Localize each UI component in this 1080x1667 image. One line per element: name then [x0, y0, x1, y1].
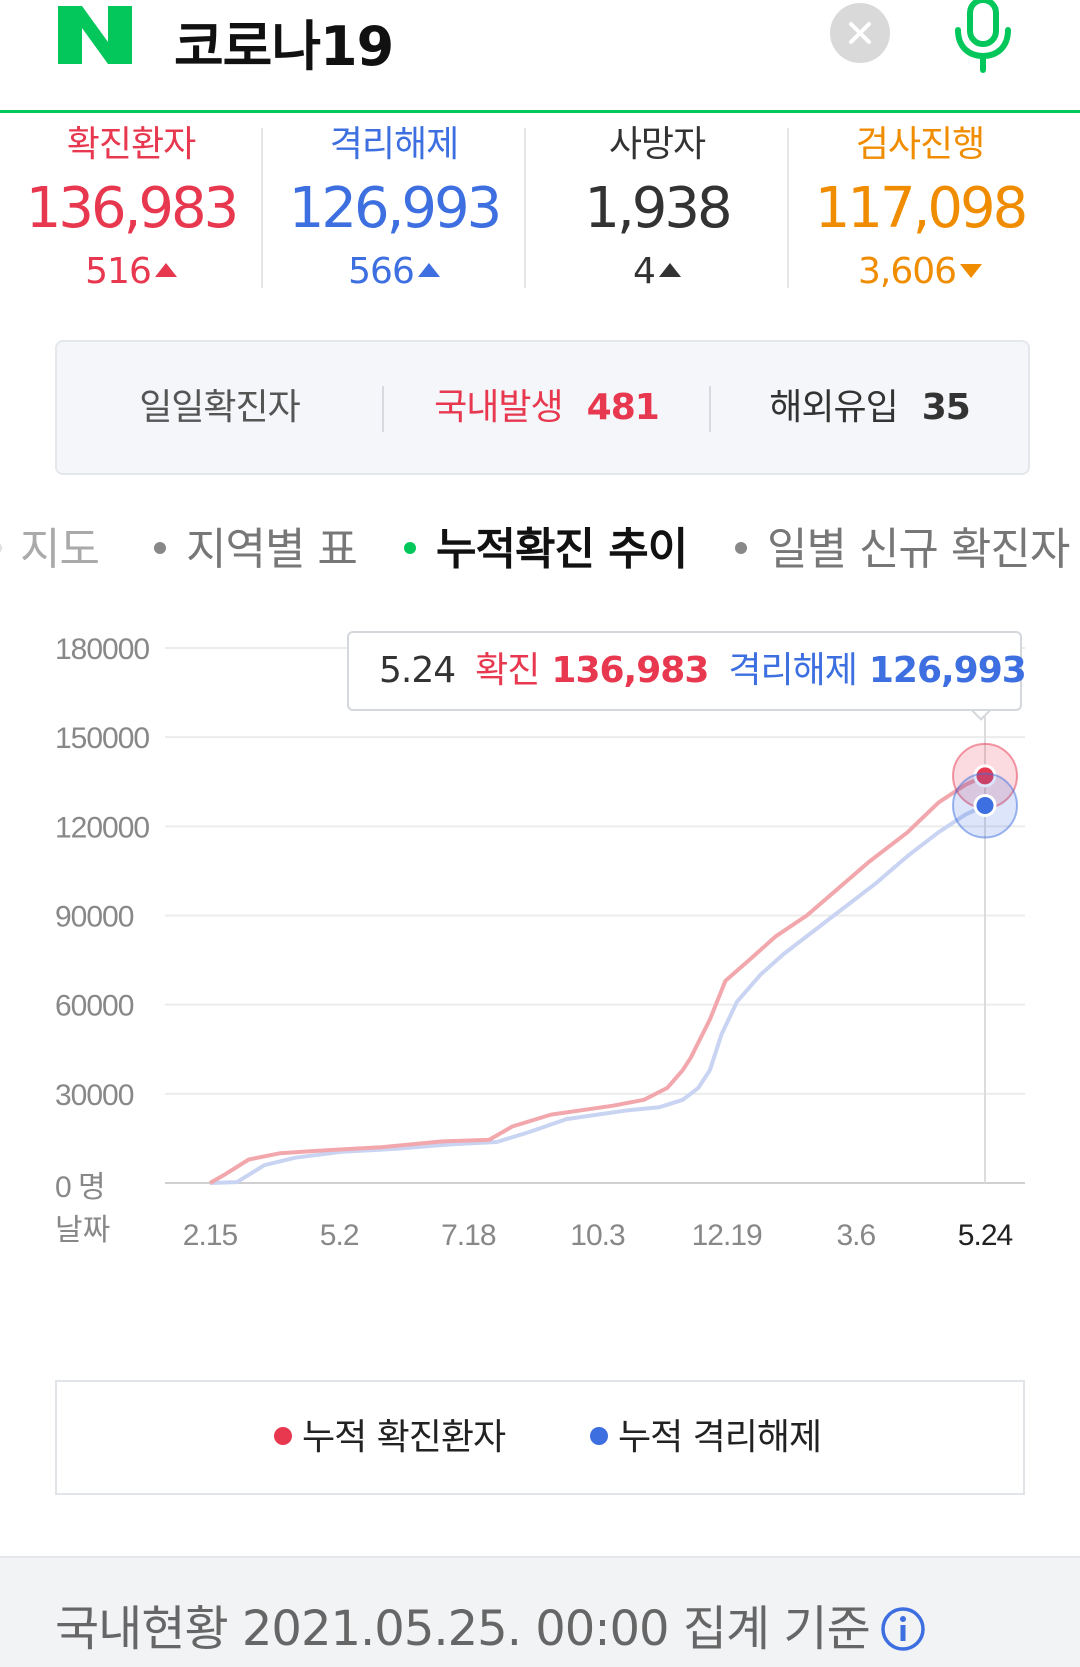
- x-tick-label: 7.18: [441, 1219, 496, 1252]
- chart-tooltip: 5.24 확진 136,983 격리해제 126,993: [347, 631, 1027, 711]
- footer-text: 국내현황 2021.05.25. 00:00 집계 기준: [55, 1601, 871, 1657]
- tab-region-table[interactable]: 지역별 표: [154, 515, 358, 585]
- y-tick-label: 150000: [55, 722, 149, 755]
- triangle-up-icon: [154, 263, 177, 277]
- legend-item-confirmed[interactable]: 누적 확진환자: [274, 1382, 506, 1493]
- released-series-line: [209, 803, 986, 1185]
- divider: [382, 386, 384, 432]
- stat-value: 1,938: [584, 176, 732, 241]
- bullet-icon: [154, 542, 166, 554]
- stat-confirmed[interactable]: 확진환자 136,983 516: [0, 120, 262, 294]
- y-tick-label: 120000: [55, 811, 149, 844]
- stat-label: 검사진행: [855, 124, 985, 165]
- stat-value: 136,983: [25, 176, 240, 241]
- divider: [709, 386, 711, 432]
- y-tick-label: 180000: [55, 633, 149, 666]
- search-query[interactable]: 코로나19: [174, 15, 394, 78]
- y-tick-label: 60000: [55, 990, 134, 1023]
- stat-label: 격리해제: [329, 124, 459, 165]
- stat-change: 516: [0, 250, 262, 294]
- triangle-up-icon: [658, 263, 681, 277]
- x-tick-label: 5.24: [958, 1219, 1013, 1252]
- x-tick-label: 2.15: [183, 1219, 238, 1252]
- blue-dot-icon: [590, 1427, 608, 1445]
- stat-released[interactable]: 격리해제 126,993 566: [263, 120, 525, 294]
- stat-value: 126,993: [288, 176, 503, 241]
- tab-daily-new[interactable]: 일별 신규 확진자: [735, 515, 1070, 585]
- triangle-up-icon: [417, 263, 440, 277]
- info-icon[interactable]: [880, 1606, 926, 1652]
- daily-overseas: 해외유입 35: [769, 387, 971, 428]
- y-tick-label: 0 명: [55, 1171, 105, 1204]
- tooltip-released-label: 격리해제: [728, 650, 857, 691]
- footer-status: 국내현황 2021.05.25. 00:00 집계 기준: [0, 1556, 1080, 1667]
- clear-button[interactable]: [830, 3, 890, 63]
- bullet-icon: [404, 542, 416, 554]
- search-header: 코로나19: [0, 0, 1080, 113]
- stat-change: 4: [526, 250, 788, 294]
- tooltip-date: 5.24: [379, 650, 456, 691]
- chart-svg: 180000 150000 120000 90000 60000 30000 0 명날짜 2.…: [55, 633, 1025, 1252]
- x-tick-label: 10.3: [570, 1219, 625, 1252]
- bullet-icon: [735, 542, 747, 554]
- daily-label: 일일확진자: [139, 387, 301, 428]
- divider: [261, 128, 263, 288]
- daily-domestic: 국내발생 481: [434, 387, 660, 428]
- stat-label: 사망자: [608, 124, 706, 165]
- tab-cumulative-trend[interactable]: 누적확진 추이: [404, 515, 688, 585]
- y-tick-label: 30000: [55, 1079, 134, 1112]
- chart-tabs: 지도 지역별 표 누적확진 추이 일별 신규 확진자: [0, 515, 1080, 585]
- y-tick-label: 90000: [55, 901, 134, 934]
- tooltip-confirmed-value: 136,983: [551, 650, 709, 691]
- close-icon: [849, 22, 871, 44]
- stat-change: 566: [263, 250, 525, 294]
- stats-summary: 확진환자 136,983 516 격리해제 126,993 566 사망자 1,…: [0, 120, 1080, 292]
- stat-label: 확진환자: [66, 124, 196, 165]
- x-tick-label: 12.19: [692, 1219, 762, 1252]
- bullet-icon: [0, 542, 2, 554]
- tooltip-confirmed-label: 확진: [475, 650, 540, 691]
- red-dot-icon: [274, 1427, 292, 1445]
- x-tick-label: 5.2: [320, 1219, 359, 1252]
- stat-deaths[interactable]: 사망자 1,938 4: [526, 120, 788, 294]
- daily-confirmed-box: 일일확진자 국내발생 481 해외유입 35: [55, 340, 1030, 475]
- stat-testing[interactable]: 검사진행 117,098 3,606: [789, 120, 1051, 294]
- x-axis-label: 날짜: [55, 1214, 110, 1247]
- legend-item-released[interactable]: 누적 격리해제: [590, 1382, 822, 1493]
- chart-legend: 누적 확진환자 누적 격리해제: [55, 1380, 1025, 1495]
- divider: [524, 128, 526, 288]
- stat-value: 117,098: [814, 176, 1029, 241]
- microphone-icon[interactable]: [944, 0, 1022, 76]
- confirmed-series-line: [209, 774, 986, 1185]
- released-marker-point: [973, 794, 997, 818]
- naver-logo[interactable]: [58, 6, 132, 64]
- tooltip-released-value: 126,993: [868, 650, 1027, 691]
- x-tick-label: 3.6: [836, 1219, 875, 1252]
- tab-map[interactable]: 지도: [0, 515, 100, 585]
- triangle-down-icon: [960, 264, 983, 278]
- stat-change: 3,606: [789, 250, 1051, 294]
- divider: [787, 128, 789, 288]
